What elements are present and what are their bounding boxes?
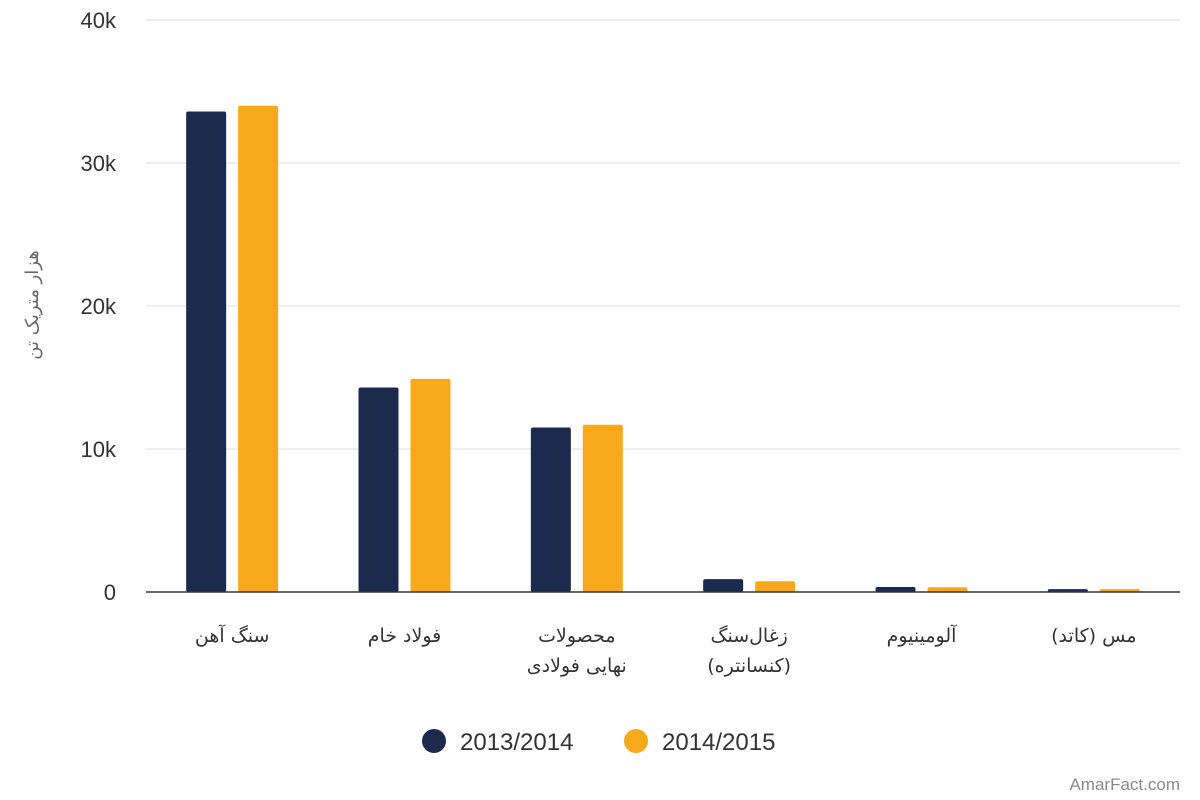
x-category-label: زغال‌سنگ [710, 625, 787, 647]
bar [875, 586, 916, 592]
legend-label: 2014/2015 [662, 729, 775, 756]
y-axis-ticks: 0 10k 20k 30k 40k [81, 8, 117, 605]
legend: 2013/2014 2014/2015 [422, 729, 775, 756]
x-category-label: نهایی فولادی [527, 655, 627, 677]
x-axis-categories: سنگ آهن فولاد خام محصولات نهایی فولادی زغال‌… [195, 623, 1137, 677]
y-axis-label: هزار متریک تن [22, 250, 43, 359]
x-category-label: مس (کاتد) [1051, 625, 1136, 647]
bar [530, 427, 571, 592]
bar [358, 387, 399, 592]
y-tick-label: 30k [81, 151, 117, 176]
bar [582, 424, 623, 592]
x-category-label: (کنسانتره) [707, 655, 791, 677]
x-category-label: آلومینیوم [887, 623, 958, 647]
bar [410, 378, 451, 592]
y-tick-label: 20k [81, 294, 117, 319]
bar [703, 579, 744, 592]
x-category-label: محصولات [538, 625, 615, 647]
bar [238, 105, 279, 593]
watermark: AmarFact.com [1069, 775, 1180, 794]
bars [186, 105, 1140, 593]
gridlines [146, 19, 1180, 450]
x-category-label: فولاد خام [368, 625, 442, 647]
bar [755, 581, 796, 592]
legend-marker [422, 729, 446, 753]
y-tick-label: 0 [104, 580, 116, 605]
bar [927, 587, 968, 592]
y-tick-label: 40k [81, 8, 117, 33]
legend-marker [624, 729, 648, 753]
legend-label: 2013/2014 [460, 729, 573, 756]
x-category-label: سنگ آهن [195, 623, 269, 647]
bar [186, 111, 227, 593]
y-tick-label: 10k [81, 437, 117, 462]
